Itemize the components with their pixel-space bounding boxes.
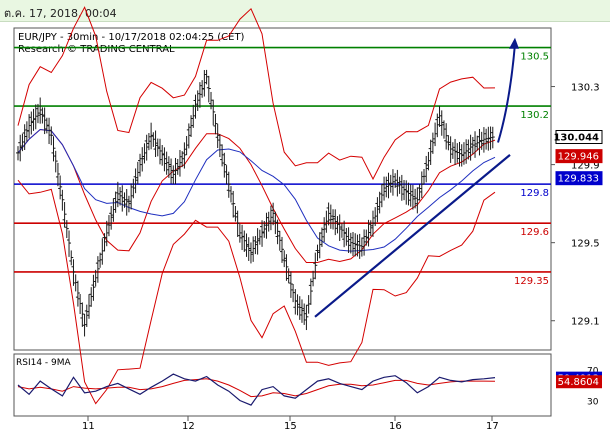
- price-marker-box: [555, 171, 603, 186]
- time-tick-label: 16: [389, 421, 402, 432]
- rsi-marker-label: 54.8604: [558, 377, 599, 388]
- price-axis: 130.3 129.9 129.5 129.1: [551, 83, 600, 328]
- time-tick-label: 11: [82, 421, 95, 432]
- rsi-tick-label: 70: [587, 367, 599, 377]
- price-tick-label: 130.3: [571, 83, 600, 94]
- ma-line: [17, 128, 496, 252]
- time-axis: 11 12 15 16 17: [82, 416, 499, 432]
- rsi-marker-box: [556, 375, 602, 389]
- rsi-line: [17, 373, 496, 406]
- price-marker-label: 129.946: [558, 152, 599, 163]
- bollinger-lower: [17, 179, 496, 405]
- price-tick-label: 129.1: [571, 317, 600, 328]
- price-panel-frame: [13, 27, 552, 351]
- time-tick-label: 15: [284, 421, 297, 432]
- rsi-ma-line: [17, 378, 496, 398]
- rsi-lines: [17, 373, 496, 406]
- bollinger-upper: [17, 6, 496, 181]
- window-titlebar: ต.ค. 17, 2018, 00:04: [0, 0, 610, 22]
- rsi-tick-label: 30: [587, 398, 599, 408]
- level-label: 130.2: [520, 110, 549, 121]
- level-label: 130.5: [520, 52, 549, 63]
- uptrend-line: [314, 154, 511, 318]
- level-label: 129.8: [520, 188, 549, 199]
- trend-overlays: [314, 37, 519, 318]
- projection-arrow: [497, 43, 516, 143]
- rsi-panel-frame: [13, 353, 552, 417]
- rsi-axis: 703059.491354.8604: [556, 367, 602, 408]
- time-tick-label: 17: [486, 421, 499, 432]
- time-tick-label: 12: [182, 421, 195, 432]
- moving-average: [17, 128, 496, 252]
- chart-credit: Research © TRADING CENTRAL: [18, 44, 175, 55]
- arrow-head-icon: [509, 37, 519, 49]
- price-tick-label: 129.5: [571, 239, 600, 250]
- price-marker-label: 129.833: [558, 174, 599, 185]
- price-markers: 130.044 129.946 129.833: [553, 130, 603, 186]
- price-marker-box: [555, 130, 603, 145]
- chart-title: EUR/JPY - 30min - 10/17/2018 02:04:25 (C…: [18, 32, 245, 43]
- price-marker-label: 130.044: [553, 133, 599, 144]
- price-bars: [16, 69, 495, 337]
- price-tick-label: 129.9: [571, 161, 600, 172]
- rsi-title: RSI14 - 9MA: [16, 358, 72, 368]
- level-label: 129.6: [520, 227, 549, 238]
- level-lines: 130.5 130.2 129.8 129.6 129.35: [14, 46, 551, 287]
- price-marker-box: [555, 149, 603, 164]
- level-label: 129.35: [514, 276, 549, 287]
